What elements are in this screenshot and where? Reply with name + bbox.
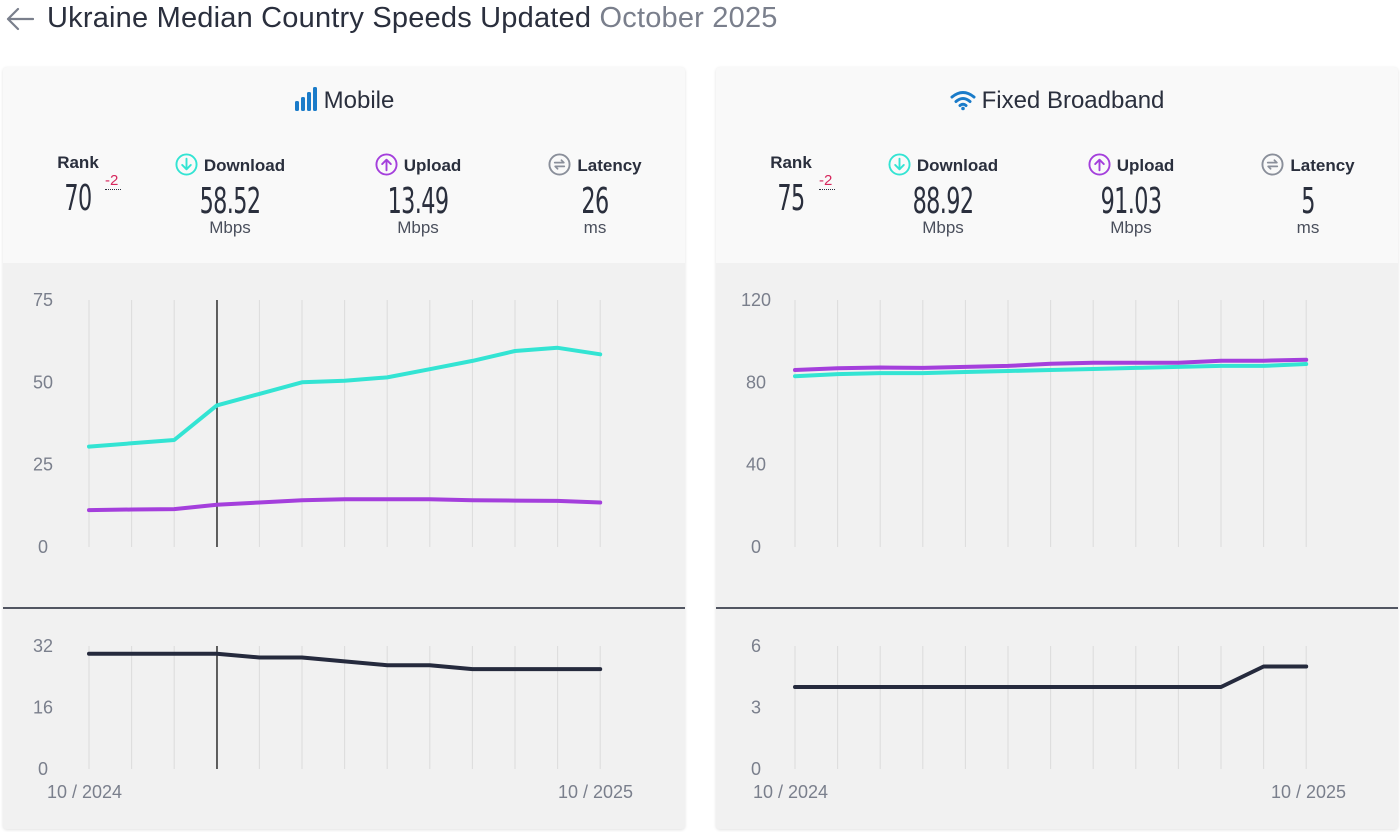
fixed-speed-gridlines [794, 300, 1307, 547]
fixed-rank: Rank 75 [756, 153, 826, 219]
latency-label: Latency [1290, 156, 1355, 175]
fixed-latency-y-axis: 0 3 6 [751, 636, 761, 779]
download-label-row: Download [878, 153, 1008, 176]
download-unit: Mbps [922, 218, 964, 237]
fixed-latency-series [793, 664, 1309, 689]
y-tick-label: 0 [38, 537, 48, 557]
upload-icon [375, 153, 398, 176]
latency-series-line [793, 664, 1309, 689]
back-arrow-icon[interactable] [4, 6, 34, 32]
download-series-line [793, 362, 1309, 379]
latency-label-row: Latency [1238, 153, 1378, 176]
latency-unit: ms [1296, 218, 1320, 237]
y-tick-label: 6 [751, 636, 761, 656]
fixed-upload: Upload 91.03 Mbps [1066, 153, 1196, 238]
fixed-latency: Latency 5 ms [1238, 153, 1378, 238]
latency-value: 26 [581, 181, 609, 222]
latency-icon [548, 153, 571, 176]
latency-label: Latency [577, 156, 642, 175]
upload-unit: Mbps [397, 218, 439, 237]
fixed-speed-y-axis: 0 40 80 120 [741, 290, 771, 557]
mobile-latency-gridlines [88, 646, 601, 769]
upload-icon [1088, 153, 1111, 176]
y-tick-label: 3 [751, 698, 761, 718]
download-value: 58.52 [199, 181, 261, 222]
download-label: Download [203, 156, 286, 175]
y-tick-label: 0 [751, 537, 761, 557]
mobile-panel: Mobile Rank 70 -2 Download 58.52 Mbps [3, 67, 685, 829]
fixed-speed-series [793, 357, 1309, 379]
upload-label: Upload [1116, 156, 1175, 175]
y-tick-label: 0 [751, 759, 761, 779]
page-header: Ukraine Median Country Speeds Updated Oc… [0, 0, 1400, 40]
mobile-latency-y-axis: 0 16 32 [33, 636, 53, 779]
upload-label: Upload [403, 156, 462, 175]
y-tick-label: 120 [741, 290, 771, 310]
fixed-latency-gridlines [794, 646, 1307, 769]
y-tick-label: 16 [33, 698, 53, 718]
latency-label-row: Latency [525, 153, 665, 176]
mobile-latency: Latency 26 ms [525, 153, 665, 238]
rank-value: 75 [777, 178, 805, 219]
mobile-rank: Rank 70 [43, 153, 113, 219]
download-label: Download [916, 156, 999, 175]
fixed-summary: Fixed Broadband Rank 75 -2 Download 88.9… [716, 67, 1398, 263]
mobile-download: Download 58.52 Mbps [165, 153, 295, 238]
y-tick-label: 32 [33, 636, 53, 656]
upload-unit: Mbps [1110, 218, 1152, 237]
y-tick-label: 75 [33, 290, 53, 310]
y-tick-label: 40 [746, 455, 766, 475]
mobile-speed-series [87, 345, 603, 513]
mobile-upload: Upload 13.49 Mbps [353, 153, 483, 238]
latency-icon [1261, 153, 1284, 176]
fixed-download: Download 88.92 Mbps [878, 153, 1008, 238]
x-label-end: 10 / 2025 [1271, 782, 1346, 802]
upload-series-line [793, 357, 1309, 372]
rank-change-underline [105, 189, 121, 190]
download-value: 88.92 [912, 181, 974, 222]
y-tick-label: 25 [33, 455, 53, 475]
download-icon [888, 153, 911, 176]
mobile-speed-y-axis: 0 25 50 75 [33, 290, 53, 557]
rank-label: Rank [57, 153, 99, 172]
download-icon [175, 153, 198, 176]
rank-change-badge[interactable]: -2 [105, 172, 119, 189]
signal-bars-icon [294, 87, 317, 111]
rank-label: Rank [770, 153, 812, 172]
mobile-latency-series [87, 651, 603, 672]
x-label-start: 10 / 2024 [47, 782, 122, 802]
latency-series-line [87, 651, 603, 672]
mobile-title-text: Mobile [323, 87, 395, 114]
download-label-row: Download [165, 153, 295, 176]
rank-change-underline [819, 189, 835, 190]
x-label-end: 10 / 2025 [558, 782, 633, 802]
fixed-title-text: Fixed Broadband [981, 87, 1165, 114]
upload-label-row: Upload [353, 153, 483, 176]
mobile-title: Mobile [3, 87, 685, 115]
latency-value: 5 [1301, 181, 1315, 222]
download-unit: Mbps [209, 218, 251, 237]
rank-value: 70 [64, 178, 92, 219]
mobile-chart[interactable]: 0 25 50 75 0 16 32 10 / 2024 10 / 2025 [3, 263, 685, 829]
y-tick-label: 50 [33, 372, 53, 392]
page-title-text: Ukraine Median Country Speeds Updated [47, 2, 592, 34]
fixed-chart[interactable]: 0 40 80 120 0 3 6 10 / 2024 10 / 2025 [716, 263, 1398, 829]
upload-value: 13.49 [387, 181, 449, 222]
wifi-icon [950, 91, 976, 111]
rank-change-badge[interactable]: -2 [819, 172, 833, 189]
latency-unit: ms [583, 218, 607, 237]
y-tick-label: 80 [746, 372, 766, 392]
download-series-line [87, 345, 603, 449]
fixed-title: Fixed Broadband [716, 87, 1398, 115]
upload-value: 91.03 [1100, 181, 1162, 222]
page-title-date: October 2025 [599, 2, 778, 34]
x-label-start: 10 / 2024 [753, 782, 828, 802]
upload-label-row: Upload [1066, 153, 1196, 176]
fixed-panel: Fixed Broadband Rank 75 -2 Download 88.9… [716, 67, 1398, 829]
upload-series-line [87, 497, 603, 513]
page-title: Ukraine Median Country Speeds Updated Oc… [47, 2, 778, 35]
mobile-summary: Mobile Rank 70 -2 Download 58.52 Mbps [3, 67, 685, 263]
y-tick-label: 0 [38, 759, 48, 779]
